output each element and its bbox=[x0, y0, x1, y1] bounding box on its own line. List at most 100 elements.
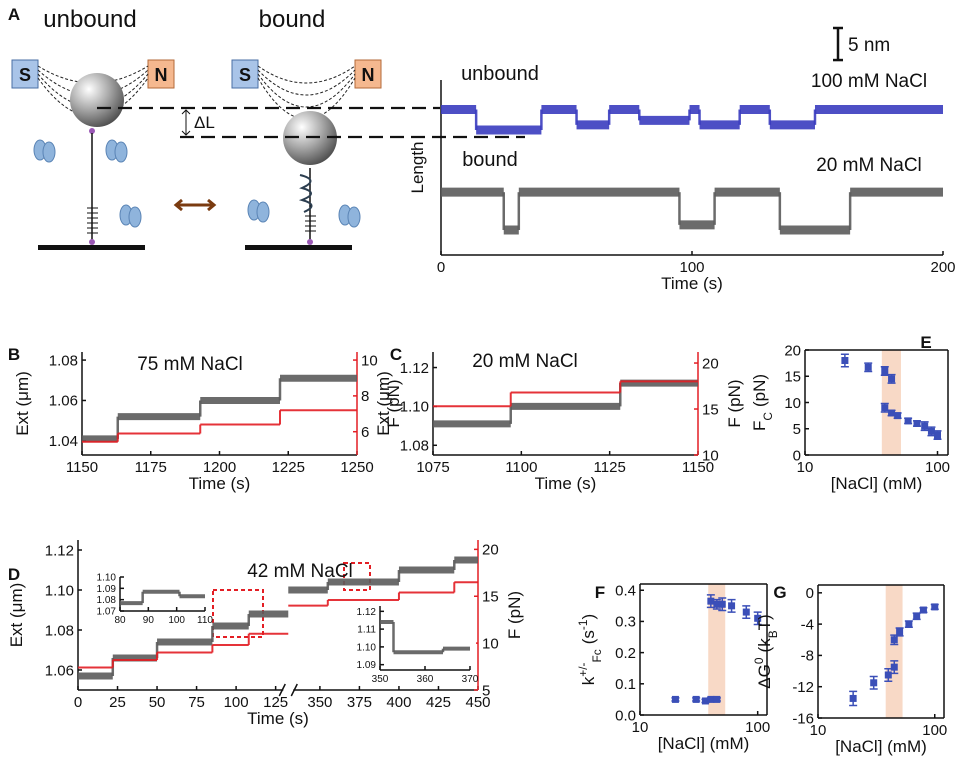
shaded-range bbox=[881, 350, 901, 455]
x-tick-label: 1150 bbox=[66, 459, 98, 476]
y2-axis-label: F (pN) bbox=[384, 379, 403, 427]
x-tick-label: 425 bbox=[426, 694, 451, 711]
x-axis-label: [NaCl] (mM) bbox=[658, 734, 750, 753]
surface bbox=[38, 245, 145, 250]
y-tick-label: 1.10 bbox=[45, 582, 74, 599]
delta-label: ΔL bbox=[194, 113, 215, 132]
proteins bbox=[33, 139, 361, 228]
x-tick-label: 10 bbox=[810, 722, 827, 739]
panel-label: B bbox=[8, 345, 20, 364]
surface bbox=[245, 245, 352, 250]
error-cap bbox=[753, 611, 762, 626]
equilibrium-arrow bbox=[173, 198, 217, 212]
y2-tick-label: 5 bbox=[482, 682, 490, 699]
data-point bbox=[870, 679, 878, 687]
y-axis-label-part: +/- bbox=[576, 662, 590, 676]
panel-label: G bbox=[773, 583, 786, 602]
y-axis-label-part: Fc bbox=[590, 649, 604, 662]
delta-arrow bbox=[181, 109, 191, 136]
y2-tick-label: 20 bbox=[702, 355, 719, 372]
x-tick-label: 0 bbox=[437, 259, 445, 276]
y-tick-label: -8 bbox=[801, 648, 814, 665]
y2-tick-label: 10 bbox=[702, 447, 719, 464]
chart-title: 20 mM NaCl bbox=[472, 351, 578, 372]
y-tick-label: 15 bbox=[784, 369, 801, 386]
y-axis-label: FC (pN) bbox=[750, 374, 775, 431]
y-tick-label: 1.08 bbox=[45, 622, 74, 639]
anchor-box bbox=[11, 59, 39, 89]
x-axis-label: Time (s) bbox=[189, 474, 251, 493]
data-point bbox=[701, 697, 709, 705]
y-tick-label: 1.08 bbox=[400, 438, 429, 455]
y-axis-label-part: 0 bbox=[752, 657, 766, 664]
data-point bbox=[894, 412, 902, 420]
data-point bbox=[881, 404, 889, 412]
hairpin bbox=[87, 207, 98, 234]
x-axis-label: Time (s) bbox=[661, 274, 723, 293]
y-axis-label-part: C bbox=[761, 412, 775, 421]
panel-label: A bbox=[8, 5, 20, 24]
y-axis-label: k+/-Fc (s-1) bbox=[576, 614, 604, 685]
data-point bbox=[913, 612, 921, 620]
data-point bbox=[934, 431, 942, 439]
tether-arcs bbox=[257, 65, 356, 120]
data-point bbox=[742, 608, 750, 616]
y-axis-label-part: (k bbox=[755, 638, 774, 653]
x-tick-label: 1175 bbox=[135, 459, 167, 476]
error-cap bbox=[718, 597, 727, 612]
panel-label: C bbox=[390, 345, 402, 364]
y-tick-label: 1.11 bbox=[357, 625, 376, 636]
data-point bbox=[919, 606, 927, 614]
series-label: 20 mM NaCl bbox=[816, 155, 922, 176]
y-tick-label: 1.07 bbox=[97, 607, 117, 618]
y-tick-label: 1.09 bbox=[97, 584, 117, 595]
error-cap bbox=[869, 675, 878, 690]
schematic: unbound bound S N S N bbox=[11, 6, 525, 250]
error-cap bbox=[880, 366, 889, 376]
y-tick-label: 0.3 bbox=[615, 614, 636, 631]
data-point bbox=[707, 695, 715, 703]
y-axis-label-part: ) bbox=[579, 614, 598, 620]
y-tick-label: 20 bbox=[784, 342, 801, 359]
series-label: 100 mM NaCl bbox=[811, 71, 927, 92]
y-tick-label: -16 bbox=[792, 710, 814, 727]
data-point bbox=[718, 600, 726, 608]
x-tick-label: 100 bbox=[679, 259, 704, 276]
error-cap bbox=[920, 421, 929, 432]
data-point bbox=[931, 603, 939, 611]
y-axis-label: Ext (μm) bbox=[13, 371, 32, 436]
x-tick-label: 1150 bbox=[682, 459, 714, 476]
y-tick-label: -12 bbox=[792, 679, 814, 696]
x-tick-label: 350 bbox=[307, 694, 332, 711]
x-tick-label: 1200 bbox=[203, 459, 236, 476]
bound-protein bbox=[298, 174, 313, 213]
data-point bbox=[905, 620, 913, 628]
x-tick-label: 1125 bbox=[594, 459, 626, 476]
y-tick-label: 1.12 bbox=[400, 360, 429, 377]
data-point bbox=[888, 409, 896, 417]
x-tick-label: 350 bbox=[372, 674, 389, 685]
x-tick-label: 100 bbox=[168, 615, 185, 626]
y-axis-label-part: (s bbox=[579, 630, 598, 644]
y-tick-label: 0 bbox=[793, 447, 801, 464]
y2-tick-label: 15 bbox=[482, 589, 499, 606]
shaded-range bbox=[885, 585, 903, 718]
data-point bbox=[692, 695, 700, 703]
y-axis-label-part: k bbox=[579, 676, 598, 685]
y-axis-label: ΔG0 (kBT) bbox=[752, 614, 780, 688]
x-tick-label: 75 bbox=[188, 694, 205, 711]
hairpin bbox=[305, 215, 316, 232]
y-tick-label: 5 bbox=[793, 421, 801, 438]
shaded-range bbox=[708, 584, 726, 715]
x-axis-label: Time (s) bbox=[247, 709, 309, 728]
x-tick-label: 80 bbox=[114, 615, 126, 626]
error-cap bbox=[727, 598, 736, 613]
y-tick-label: 1.04 bbox=[49, 433, 78, 450]
schematic-title: bound bbox=[259, 6, 326, 33]
data-point bbox=[849, 694, 857, 702]
chart-title: 75 mM NaCl bbox=[137, 354, 243, 375]
x-tick-label: 1075 bbox=[416, 459, 449, 476]
y-axis-label-part: -1 bbox=[576, 619, 590, 630]
